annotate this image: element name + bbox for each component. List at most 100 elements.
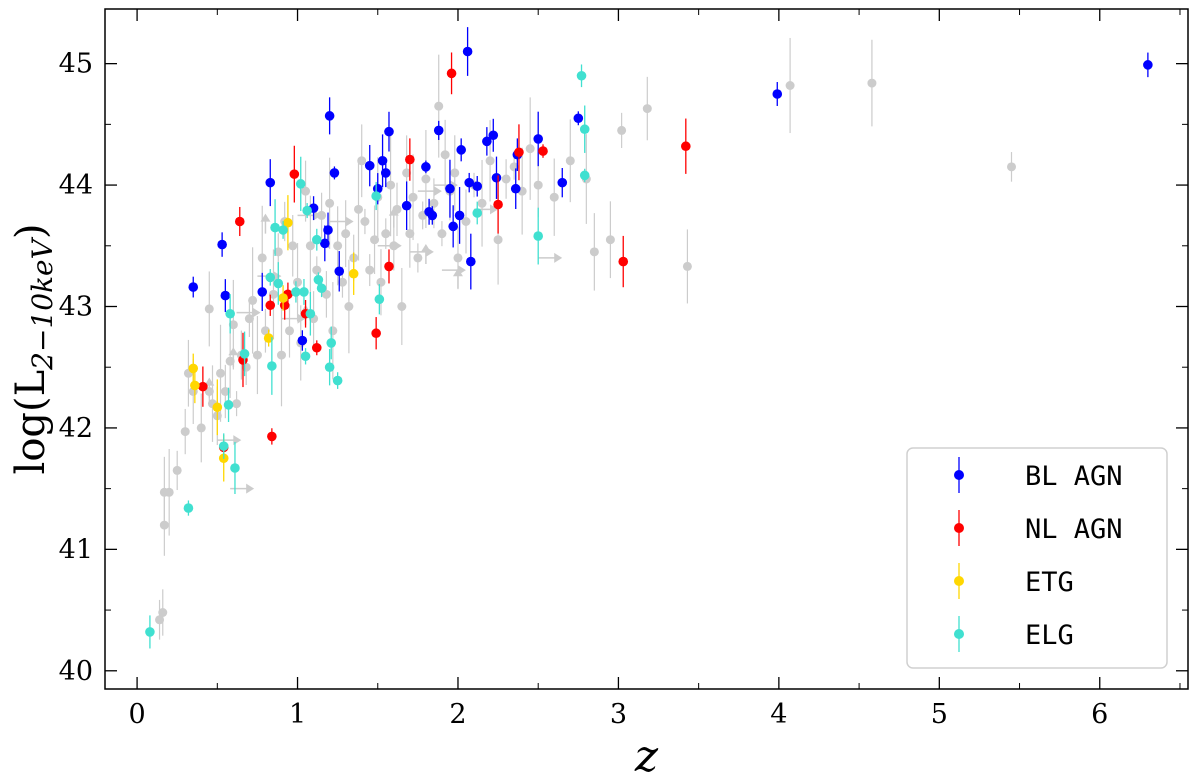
data-point xyxy=(579,124,590,135)
data-point xyxy=(239,349,250,359)
background-point xyxy=(305,241,315,251)
data-point xyxy=(681,141,691,152)
data-point xyxy=(334,266,345,277)
legend-marker xyxy=(954,576,964,586)
data-point xyxy=(533,134,543,144)
data-point xyxy=(384,261,394,272)
limit-arrow-head xyxy=(345,216,354,227)
background-point xyxy=(288,241,298,251)
data-point xyxy=(472,181,483,192)
x-tick-label: 0 xyxy=(128,699,145,730)
background-point xyxy=(413,253,423,263)
data-point xyxy=(326,338,337,348)
background-point xyxy=(252,350,262,360)
data-point xyxy=(302,205,312,216)
legend: BL AGN NL AGN ETG ELG xyxy=(906,447,1168,669)
legend-label: ETG xyxy=(1025,567,1074,598)
legend-label: ELG xyxy=(1025,620,1074,651)
limit-arrow-head xyxy=(393,240,402,251)
data-point xyxy=(267,431,277,442)
data-point xyxy=(348,268,359,279)
y-tick-label: 45 xyxy=(59,49,93,80)
data-point xyxy=(218,441,229,451)
data-point xyxy=(371,328,381,339)
data-point xyxy=(212,402,223,413)
background-point xyxy=(381,229,391,239)
data-point xyxy=(217,239,227,250)
background-point xyxy=(453,253,463,263)
data-point xyxy=(188,282,199,292)
data-point xyxy=(482,136,492,147)
data-point xyxy=(401,200,412,211)
y-tick-label: 44 xyxy=(59,170,93,201)
legend-label: NL AGN xyxy=(1025,514,1123,545)
background-point xyxy=(617,125,627,135)
background-point xyxy=(204,304,214,314)
background-point xyxy=(293,277,303,287)
limit-arrow-head xyxy=(252,307,261,318)
data-point xyxy=(573,113,584,124)
limit-arrow-head xyxy=(490,204,499,215)
background-point xyxy=(397,302,407,311)
data-point xyxy=(380,168,391,178)
data-point xyxy=(198,381,208,392)
background-point xyxy=(257,253,267,263)
axes-frame xyxy=(104,8,1189,690)
background-point xyxy=(565,156,575,166)
data-point xyxy=(311,342,322,353)
data-point xyxy=(267,361,277,371)
data-point xyxy=(305,308,316,319)
data-point xyxy=(278,293,288,303)
background-point xyxy=(268,289,278,299)
x-tick-label: 4 xyxy=(770,699,787,730)
background-point xyxy=(164,487,174,497)
data-point xyxy=(514,147,524,158)
data-point xyxy=(445,183,455,194)
limit-arrow-head xyxy=(420,244,431,252)
background-point xyxy=(285,326,295,336)
data-point xyxy=(377,155,388,166)
background-point xyxy=(273,247,283,257)
background-point xyxy=(785,81,795,90)
limit-arrow-head xyxy=(433,186,442,197)
background-point xyxy=(155,615,165,625)
limit-arrow-head xyxy=(228,347,239,356)
data-point xyxy=(145,627,155,637)
background-point xyxy=(337,277,347,287)
x-tick-label: 5 xyxy=(931,699,948,730)
x-tick-label: 6 xyxy=(1091,699,1108,730)
data-point xyxy=(466,256,476,267)
y-tick-label: 40 xyxy=(59,656,93,687)
background-point xyxy=(501,174,511,184)
background-point xyxy=(549,192,559,202)
background-point xyxy=(301,186,311,196)
legend-marker xyxy=(954,470,964,480)
data-point xyxy=(313,274,324,285)
background-point xyxy=(376,277,386,287)
background-point xyxy=(450,168,460,178)
data-point xyxy=(427,210,438,221)
legend-marker xyxy=(954,523,964,533)
y-axis-label-main: log(L xyxy=(8,370,54,475)
data-point xyxy=(223,400,234,410)
data-point xyxy=(265,177,276,188)
data-point xyxy=(289,169,300,179)
limit-arrow-head xyxy=(388,207,399,216)
data-point xyxy=(188,363,199,374)
legend-label: BL AGN xyxy=(1025,461,1123,492)
data-point xyxy=(323,225,333,235)
background-point xyxy=(344,302,354,311)
background-point xyxy=(434,101,444,111)
data-point xyxy=(488,130,499,141)
data-point xyxy=(273,278,284,289)
background-point xyxy=(158,608,168,617)
data-point xyxy=(579,170,590,181)
background-point xyxy=(328,326,338,336)
background-point xyxy=(477,198,487,208)
background-point xyxy=(682,261,692,271)
background-point xyxy=(232,399,242,409)
background-point xyxy=(220,387,230,396)
data-point xyxy=(1143,60,1153,70)
background-point xyxy=(365,265,375,275)
